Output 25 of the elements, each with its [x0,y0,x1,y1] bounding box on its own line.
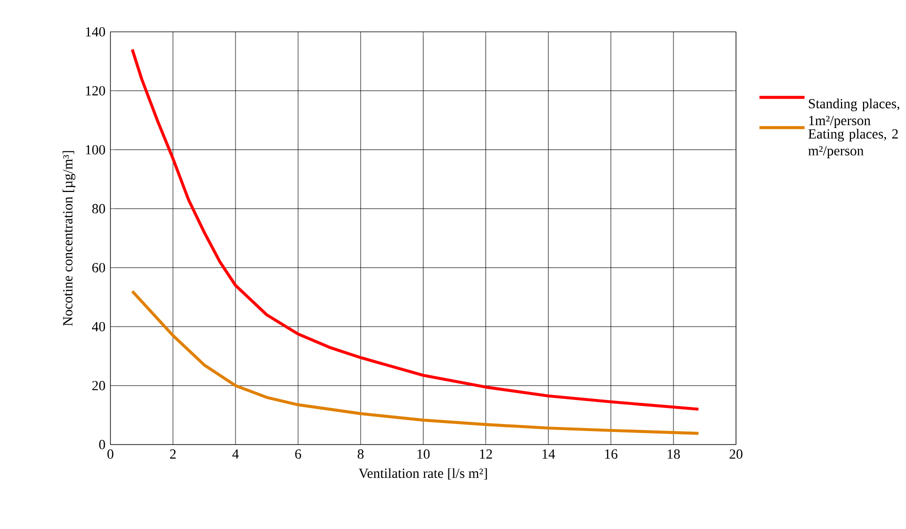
x-tick-label: 0 [107,449,114,459]
x-tick-label: 4 [232,449,239,458]
y-tick-label: 20 [92,380,106,390]
text: Eating places, 2 m²/person [808,128,898,158]
x-tick-label: 8 [358,449,364,459]
y-axis-title: Nocotine concentration [µg/m³] [62,151,76,326]
x-axis-title: Ventilation rate [l/s m²] [358,468,487,480]
y-tick-label: 100 [86,145,106,154]
y-tick-label: 60 [92,262,106,272]
text: Standing places, 1m²/person [808,98,900,128]
y-tick-label: 80 [92,204,106,214]
y-tick-label: 140 [86,27,106,36]
x-tick-label: 10 [417,449,430,459]
line-series [130,48,700,411]
x-tick-label: 6 [295,449,302,459]
y-tick-label: 120 [86,86,106,96]
x-tick-label: 14 [542,449,556,458]
y-tick-label: 0 [99,440,106,450]
x-tick-label: 2 [170,449,176,459]
x-tick-label: 18 [668,449,680,459]
x-tick-label: 16 [605,449,618,459]
x-tick-label: 12 [480,449,492,459]
x-tick-label: 20 [730,449,742,459]
line-series [130,290,700,435]
y-tick-label: 40 [92,322,106,332]
